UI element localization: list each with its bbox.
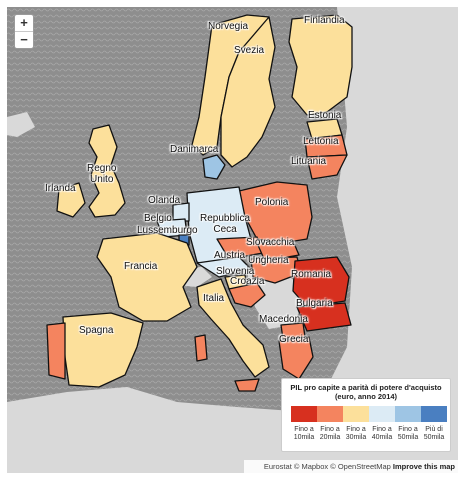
label-norvegia: Norvegia xyxy=(208,21,249,32)
legend-swatch-4 xyxy=(369,406,395,422)
label-macedonia: Macedonia xyxy=(259,314,308,325)
label-slovacchia: Slovacchia xyxy=(246,237,295,248)
attribution-text[interactable]: Eurostat © Mapbox © OpenStreetMap xyxy=(263,462,391,471)
region-finland[interactable] xyxy=(288,14,353,116)
legend-label-3: Fino a 30mila xyxy=(345,426,367,441)
label-irlanda: Irlanda xyxy=(45,183,76,194)
improve-map-link[interactable]: Improve this map xyxy=(392,462,455,471)
zoom-control: + − xyxy=(14,14,34,49)
region-ireland[interactable] xyxy=(56,182,86,218)
label-croazia: Croazia xyxy=(230,276,265,287)
label-ungheria: Ungheria xyxy=(248,255,289,266)
label-danimarca: Danimarca xyxy=(170,144,219,155)
label-spagna: Spagna xyxy=(79,325,114,336)
map-attribution: Eurostat © Mapbox © OpenStreetMap Improv… xyxy=(244,460,458,473)
label-lituania: Lituania xyxy=(291,156,327,167)
region-portugal[interactable] xyxy=(46,322,66,380)
label-lussemburgo: Lussemburgo xyxy=(137,225,198,236)
label-olanda: Olanda xyxy=(148,195,181,206)
non-eu-land-balkans xyxy=(247,269,302,329)
legend-label-6: Più di 50mila xyxy=(423,426,445,441)
legend-swatch-3 xyxy=(343,406,369,422)
label-lettonia: Lettonia xyxy=(303,136,339,147)
choropleth-map xyxy=(7,7,458,473)
non-eu-land-north-africa xyxy=(7,387,307,473)
region-sardinia[interactable] xyxy=(194,334,208,362)
label-italia: Italia xyxy=(203,293,225,304)
label-polonia: Polonia xyxy=(255,197,289,208)
legend-label-2: Fino a 20mila xyxy=(319,426,341,441)
label-finlandia: Finlandia xyxy=(304,15,345,26)
region-bulgaria[interactable] xyxy=(296,302,352,332)
legend-swatch-2 xyxy=(317,406,343,422)
region-denmark[interactable] xyxy=(202,154,226,180)
region-greece[interactable] xyxy=(278,336,314,380)
region-netherlands[interactable] xyxy=(172,202,190,222)
region-romania[interactable] xyxy=(292,256,350,308)
label-francia: Francia xyxy=(124,261,158,272)
legend-swatch-6 xyxy=(421,406,447,422)
zoom-out-button[interactable]: − xyxy=(15,31,33,48)
label-svezia: Svezia xyxy=(234,45,265,56)
label-slovenia: Slovenia xyxy=(216,266,255,277)
label-austria: Austria xyxy=(214,250,246,261)
legend-label-4: Fino a 40mila xyxy=(371,426,393,441)
label-repubblica-ceca: Repubblica Ceca xyxy=(200,213,251,235)
label-romania: Romania xyxy=(291,269,332,280)
label-regno-unito: Regno Unito xyxy=(87,163,117,185)
legend-swatch-5 xyxy=(395,406,421,422)
region-sweden[interactable] xyxy=(220,16,276,168)
legend-swatch-1 xyxy=(291,406,317,422)
region-hungary[interactable] xyxy=(250,256,302,284)
label-belgio: Belgio xyxy=(144,213,172,224)
zoom-in-button[interactable]: + xyxy=(20,15,28,30)
legend-label-5: Fino a 50mila xyxy=(397,426,419,441)
legend-title-sub: (euro, anno 2014) xyxy=(334,392,398,401)
region-croatia[interactable] xyxy=(228,282,266,308)
map-canvas[interactable]: Finlandia Norvegia Svezia Estonia Letton… xyxy=(7,7,458,473)
label-estonia: Estonia xyxy=(308,110,342,121)
region-austria[interactable] xyxy=(196,256,252,278)
region-italy[interactable] xyxy=(196,278,270,378)
region-uk[interactable] xyxy=(88,124,126,218)
non-eu-land-iceland-area xyxy=(7,112,35,137)
region-france[interactable] xyxy=(96,232,198,322)
region-spain[interactable] xyxy=(62,312,144,388)
legend-label-1: Fino a 10mila xyxy=(293,426,315,441)
map-legend: PIL pro capite a parità di potere d'acqu… xyxy=(281,378,451,452)
region-poland[interactable] xyxy=(238,181,313,244)
legend-title: PIL pro capite a parità di potere d'acqu… xyxy=(282,383,450,401)
label-grecia: Grecia xyxy=(279,334,309,345)
region-lithuania[interactable] xyxy=(306,154,348,180)
label-bulgaria: Bulgaria xyxy=(296,298,333,309)
non-eu-land-east xyxy=(307,7,458,473)
region-slovakia[interactable] xyxy=(256,240,300,262)
legend-title-main: PIL pro capite a parità di potere d'acqu… xyxy=(290,383,442,392)
region-sicily[interactable] xyxy=(234,378,260,392)
